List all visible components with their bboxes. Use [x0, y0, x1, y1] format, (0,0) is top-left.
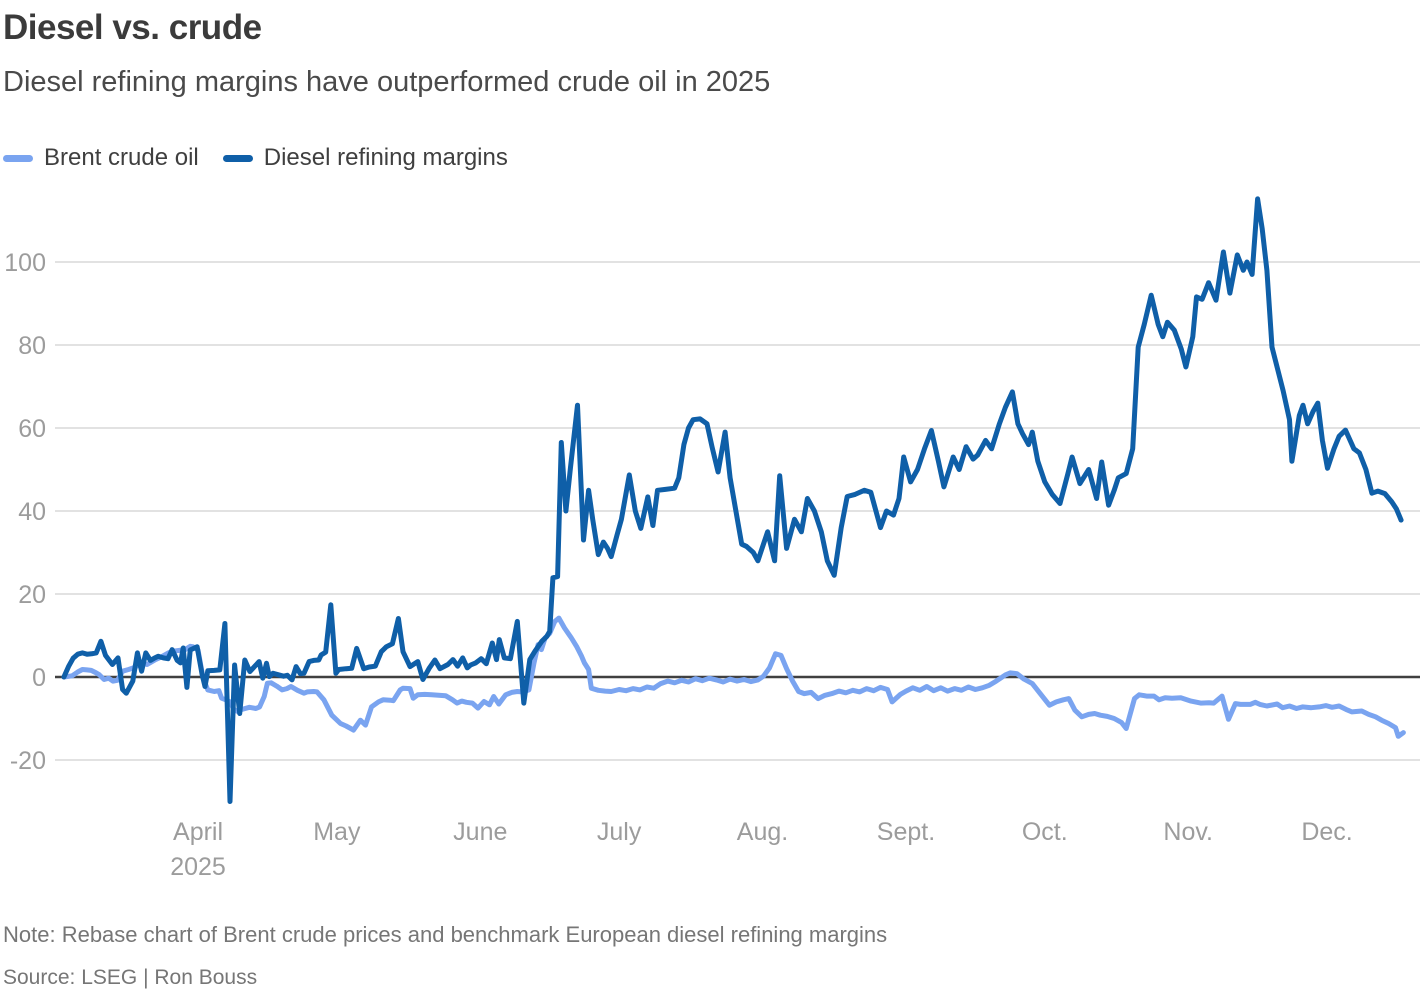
x-tick-label-Nov: Nov.: [1163, 818, 1213, 846]
y-tick-label-80: 80: [18, 332, 46, 360]
y-tick-label-20: 20: [18, 581, 46, 609]
legend-label-diesel: Diesel refining margins: [263, 144, 508, 171]
chart-subtitle: Diesel refining margins have outperforme…: [3, 66, 771, 98]
y-tick-label-40: 40: [18, 498, 46, 526]
diesel-refining-margins-line: [61, 196, 1404, 804]
brent-crude-oil-line: [61, 615, 1406, 739]
chart-note: Note: Rebase chart of Brent crude prices…: [3, 922, 888, 947]
legend-label-brent: Brent crude oil: [44, 144, 199, 171]
x-tick-label-July: July: [597, 818, 642, 846]
y-tick-label-100: 100: [4, 249, 46, 277]
brent-line-swatch: [3, 154, 33, 162]
x-tick-label-April: April: [173, 818, 223, 846]
x-tick-label-Oct: Oct.: [1022, 818, 1068, 846]
x-tick-label-Sept: Sept.: [877, 818, 935, 846]
x-tick-year-label: 2025: [170, 853, 226, 881]
x-tick-label-May: May: [313, 818, 361, 846]
legend-item-brent: Brent crude oil: [3, 144, 199, 172]
y-tick-label-0: 0: [32, 664, 46, 692]
y-tick-label-60: 60: [18, 415, 46, 443]
chart-source: Source: LSEG | Ron Bouss: [3, 966, 258, 989]
legend-item-diesel: Diesel refining margins: [222, 144, 508, 172]
x-axis-labels: April 2025 May June July Aug. Sept. Oct. Nov. Dec…: [170, 818, 1353, 881]
diesel-line-swatch: [222, 154, 253, 162]
x-tick-label-June: June: [453, 818, 507, 846]
chart-legend: Brent crude oil Diesel refining margins: [3, 144, 508, 172]
page-title: Diesel vs. crude: [3, 8, 262, 47]
y-tick-label--20: -20: [10, 747, 46, 775]
x-tick-label-Dec: Dec.: [1301, 818, 1352, 846]
x-tick-label-Aug: Aug.: [737, 818, 788, 846]
y-axis-labels: 100 80 60 40 20 0 -20: [4, 249, 46, 775]
